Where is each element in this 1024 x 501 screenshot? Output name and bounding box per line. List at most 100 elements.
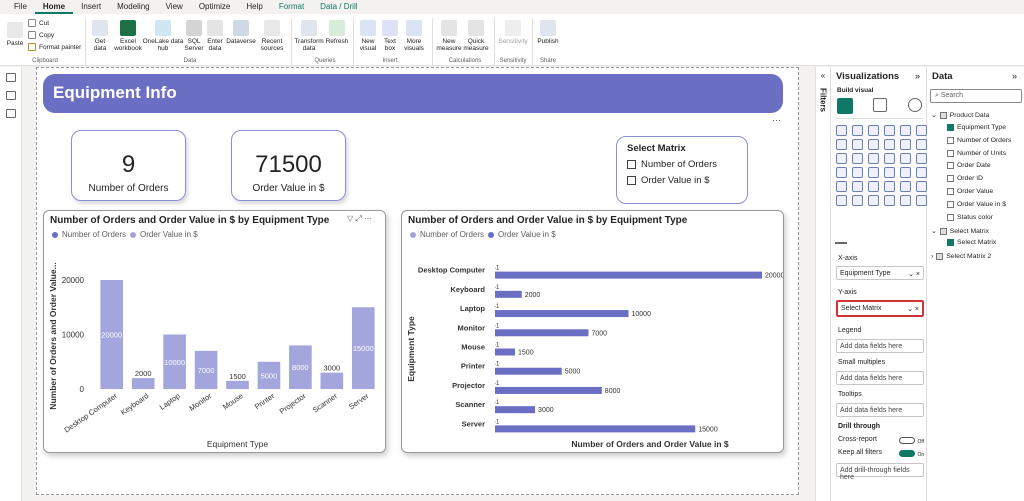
sensitivity-button[interactable]: Sensitivity bbox=[497, 20, 529, 45]
menu-home[interactable]: Home bbox=[34, 0, 74, 14]
small-multiples-well[interactable]: Add data fields here bbox=[836, 371, 924, 385]
expand-icon[interactable]: » bbox=[1012, 71, 1018, 81]
bar-orders[interactable] bbox=[495, 421, 496, 423]
drill-through-well[interactable]: Add drill-through fields here bbox=[836, 463, 924, 481]
new-visual-button[interactable]: New visual bbox=[356, 20, 380, 52]
visual-type-icon[interactable] bbox=[868, 167, 879, 178]
table-product-data[interactable]: ⌄ Product Data bbox=[931, 111, 990, 119]
excel-button[interactable]: Excel workbook bbox=[114, 20, 142, 52]
dataverse-button[interactable]: Dataverse bbox=[225, 20, 257, 45]
checkbox[interactable] bbox=[947, 162, 954, 170]
get-data-button[interactable]: Get data bbox=[88, 20, 112, 52]
toggle-off[interactable] bbox=[899, 437, 915, 445]
checkbox[interactable] bbox=[627, 160, 636, 169]
bar-value[interactable] bbox=[495, 367, 562, 375]
more-options-icon[interactable]: ⋯ bbox=[772, 115, 781, 125]
visual-type-icon[interactable] bbox=[852, 181, 863, 192]
paste-button[interactable]: Paste bbox=[5, 22, 25, 47]
tooltips-well[interactable]: Add data fields here bbox=[836, 403, 924, 417]
bar[interactable] bbox=[226, 380, 249, 389]
visual-type-icon[interactable] bbox=[900, 195, 911, 206]
visual-type-icon[interactable] bbox=[900, 167, 911, 178]
visual-type-icon[interactable] bbox=[900, 125, 911, 136]
bar[interactable] bbox=[257, 361, 281, 389]
bar-orders[interactable] bbox=[495, 325, 496, 327]
slicer-option-value[interactable]: Order Value in $ bbox=[627, 175, 737, 186]
visual-type-icon[interactable] bbox=[884, 125, 895, 136]
visual-type-icon[interactable] bbox=[868, 195, 879, 206]
sql-button[interactable]: SQL Server bbox=[183, 20, 205, 52]
new-measure-button[interactable]: New measure bbox=[435, 20, 463, 52]
visual-type-icon[interactable] bbox=[852, 167, 863, 178]
model-view-icon[interactable] bbox=[5, 109, 16, 118]
bar[interactable] bbox=[163, 334, 186, 390]
visual-type-icon[interactable] bbox=[836, 195, 847, 206]
visual-type-icon[interactable] bbox=[884, 139, 895, 150]
cut-button[interactable]: Cut bbox=[28, 19, 49, 27]
visual-type-icon[interactable] bbox=[836, 125, 847, 136]
bar[interactable] bbox=[100, 280, 124, 389]
bar[interactable] bbox=[320, 372, 344, 389]
bar-value[interactable] bbox=[495, 348, 516, 356]
field-item[interactable]: Order Value in $ bbox=[947, 200, 1006, 208]
chevron-close-icons[interactable]: ⌄ × bbox=[908, 271, 920, 278]
checkbox[interactable] bbox=[947, 213, 954, 221]
field-item[interactable]: Order Date bbox=[947, 162, 991, 170]
bar[interactable] bbox=[289, 345, 312, 389]
visual-type-icon[interactable] bbox=[884, 195, 895, 206]
cross-report-toggle[interactable]: Off bbox=[899, 435, 924, 445]
bar-value[interactable] bbox=[495, 329, 589, 337]
visual-type-icon[interactable] bbox=[884, 181, 895, 192]
collapse-icon[interactable]: « bbox=[820, 71, 826, 80]
field-item[interactable]: Number of Orders bbox=[947, 136, 1011, 144]
y-axis-well[interactable]: Select Matrix ⌄ × bbox=[836, 300, 924, 317]
visual-type-icon[interactable] bbox=[916, 195, 927, 206]
visual-type-icon[interactable] bbox=[916, 125, 927, 136]
menu-insert[interactable]: Insert bbox=[81, 2, 102, 11]
bar[interactable] bbox=[351, 307, 375, 389]
visual-type-icon[interactable] bbox=[916, 139, 927, 150]
bar-orders[interactable] bbox=[495, 344, 496, 346]
checkbox[interactable] bbox=[947, 188, 954, 195]
slicer-option-orders[interactable]: Number of Orders bbox=[627, 159, 737, 170]
menu-file[interactable]: File bbox=[14, 2, 27, 11]
checkbox[interactable] bbox=[947, 175, 954, 183]
table-select-matrix[interactable]: ⌄ Select Matrix bbox=[931, 227, 989, 235]
x-axis-well[interactable]: Equipment Type ⌄ × bbox=[836, 266, 924, 280]
format-painter-button[interactable]: Format painter bbox=[28, 43, 81, 51]
bar-value[interactable] bbox=[495, 310, 629, 318]
field-item[interactable]: Status color bbox=[947, 213, 993, 221]
menu-view[interactable]: View bbox=[165, 2, 183, 11]
visual-type-icon[interactable] bbox=[900, 181, 911, 192]
field-select-matrix[interactable]: Select Matrix bbox=[947, 239, 996, 246]
checkbox[interactable] bbox=[627, 176, 636, 185]
publish-button[interactable]: Publish bbox=[535, 20, 561, 45]
bar-orders[interactable] bbox=[495, 402, 496, 404]
bar-value[interactable] bbox=[495, 386, 602, 394]
checkbox[interactable] bbox=[947, 200, 954, 208]
chevron-close-icons[interactable]: ⌄ × bbox=[907, 306, 919, 313]
transform-data-button[interactable]: Transform data bbox=[294, 20, 324, 52]
visual-type-icon[interactable] bbox=[852, 139, 863, 150]
column-chart-visual[interactable]: Number of Orders and Order Value in $ by… bbox=[43, 210, 386, 453]
field-item[interactable]: Order ID bbox=[947, 175, 983, 183]
bar-orders[interactable] bbox=[495, 286, 496, 288]
visual-type-icon[interactable] bbox=[852, 153, 863, 164]
visual-type-icon[interactable] bbox=[884, 153, 895, 164]
bar-chart-visual[interactable]: Number of Orders and Order Value in $ by… bbox=[401, 210, 784, 453]
visual-type-icon[interactable] bbox=[868, 181, 879, 192]
analytics-icon[interactable] bbox=[908, 98, 922, 112]
enter-data-button[interactable]: Enter data bbox=[205, 20, 225, 52]
menu-modeling[interactable]: Modeling bbox=[117, 2, 150, 11]
card-number-of-orders[interactable]: 9 Number of Orders bbox=[71, 130, 186, 201]
report-view-icon[interactable] bbox=[5, 73, 16, 82]
visual-type-icon[interactable] bbox=[836, 181, 847, 192]
filters-pane-collapsed[interactable]: « Filters bbox=[815, 67, 831, 501]
checkbox[interactable] bbox=[947, 239, 954, 246]
visual-type-icon[interactable] bbox=[852, 195, 863, 206]
card-order-value[interactable]: 71500 Order Value in $ bbox=[231, 130, 346, 201]
bar-value[interactable] bbox=[495, 290, 522, 298]
visual-header-icons[interactable]: ▽ ⤢ ⋯ bbox=[347, 214, 372, 223]
visual-type-icon[interactable] bbox=[868, 139, 879, 150]
bar-value[interactable] bbox=[495, 271, 762, 279]
